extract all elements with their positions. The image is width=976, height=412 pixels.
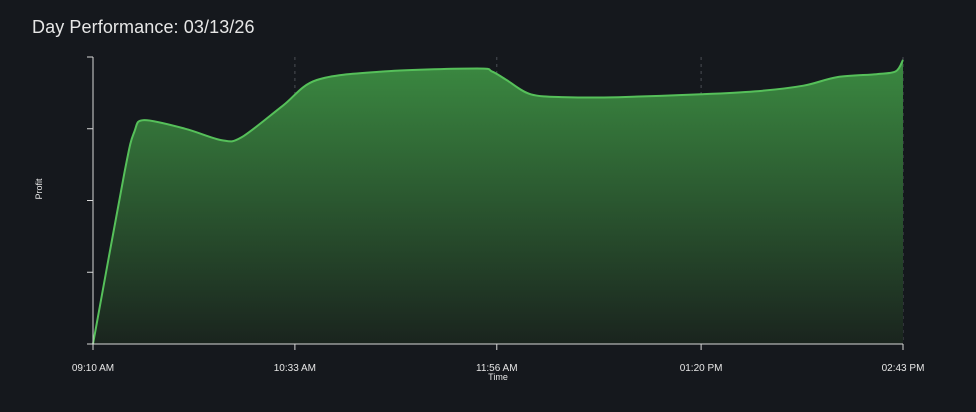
chart-title: Day Performance: 03/13/26 [32, 17, 255, 37]
profit-line [92, 59, 904, 345]
y-axis-label: Profit [34, 178, 44, 200]
x-axis-label: Time [488, 372, 508, 382]
area-layer [92, 59, 904, 345]
x-tick-label-1: 10:33 AM [274, 363, 316, 374]
x-tick-label-2: 11:56 AM [476, 363, 518, 374]
profit-area-fill [93, 59, 903, 345]
x-tick-label-3: 01:20 PM [680, 363, 723, 374]
axis-labels: Time Profit 09:10 AM 10:33 AM 11:56 AM 01:2… [34, 178, 924, 382]
x-tick-label-0: 09:10 AM [72, 363, 114, 374]
x-tick-label-4: 02:43 PM [882, 363, 925, 374]
axes [87, 56, 904, 350]
